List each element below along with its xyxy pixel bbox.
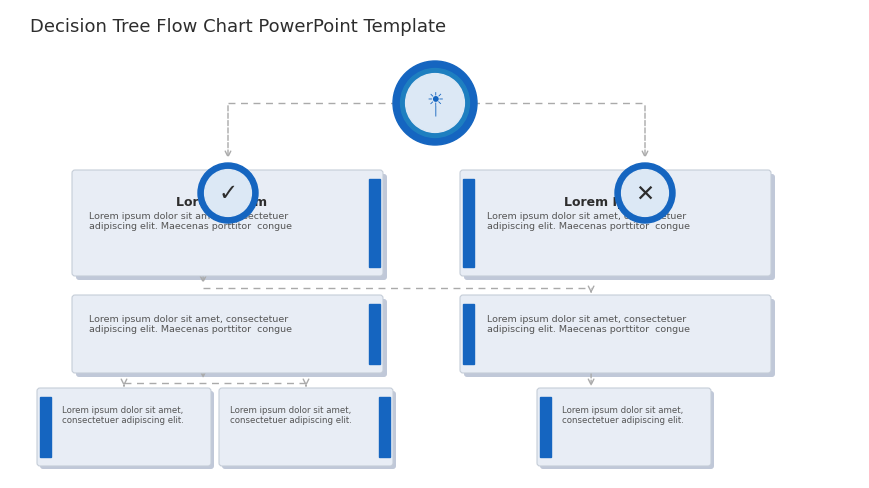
Text: Lorem Ipsum: Lorem Ipsum <box>176 196 267 208</box>
Text: Lorem ipsum dolor sit amet, consectetuer
adipiscing elit. Maecenas porttitor  co: Lorem ipsum dolor sit amet, consectetuer… <box>89 212 292 231</box>
Circle shape <box>198 163 258 224</box>
Bar <box>462 180 474 267</box>
Text: Decision Tree Flow Chart PowerPoint Template: Decision Tree Flow Chart PowerPoint Temp… <box>30 18 446 36</box>
FancyBboxPatch shape <box>40 391 214 469</box>
FancyBboxPatch shape <box>37 388 211 466</box>
Text: Lorem ipsum dolor sit amet,
consectetuer adipiscing elit.: Lorem ipsum dolor sit amet, consectetuer… <box>62 405 183 425</box>
FancyBboxPatch shape <box>536 388 710 466</box>
Text: ✓: ✓ <box>218 182 237 205</box>
Text: Lorem ipsum dolor sit amet, consectetuer
adipiscing elit. Maecenas porttitor  co: Lorem ipsum dolor sit amet, consectetuer… <box>89 314 292 334</box>
Circle shape <box>204 170 251 217</box>
Text: Lorem ipsum dolor sit amet,
consectetuer adipiscing elit.: Lorem ipsum dolor sit amet, consectetuer… <box>229 405 351 425</box>
FancyBboxPatch shape <box>460 295 770 373</box>
Text: |: | <box>433 105 436 115</box>
FancyBboxPatch shape <box>460 171 770 276</box>
FancyBboxPatch shape <box>219 388 393 466</box>
Bar <box>379 397 389 457</box>
Text: Lorem ipsum dolor sit amet, consectetuer
adipiscing elit. Maecenas porttitor  co: Lorem ipsum dolor sit amet, consectetuer… <box>487 314 689 334</box>
FancyBboxPatch shape <box>540 391 713 469</box>
Circle shape <box>400 69 469 138</box>
Text: ✕: ✕ <box>634 182 653 205</box>
Bar <box>40 397 51 457</box>
FancyBboxPatch shape <box>222 391 395 469</box>
Text: Lorem ipsum dolor sit amet, consectetuer
adipiscing elit. Maecenas porttitor  co: Lorem ipsum dolor sit amet, consectetuer… <box>487 212 689 231</box>
Text: ☀: ☀ <box>426 91 443 110</box>
FancyBboxPatch shape <box>463 299 774 377</box>
Bar <box>368 305 380 364</box>
Circle shape <box>614 163 674 224</box>
Text: Lorem Ipsum: Lorem Ipsum <box>563 196 654 208</box>
Text: Lorem ipsum dolor sit amet,
consectetuer adipiscing elit.: Lorem ipsum dolor sit amet, consectetuer… <box>561 405 683 425</box>
Bar <box>462 305 474 364</box>
FancyBboxPatch shape <box>463 175 774 281</box>
FancyBboxPatch shape <box>72 295 382 373</box>
Circle shape <box>405 75 464 133</box>
FancyBboxPatch shape <box>72 171 382 276</box>
Bar <box>368 180 380 267</box>
Circle shape <box>620 170 667 217</box>
FancyBboxPatch shape <box>76 175 387 281</box>
FancyBboxPatch shape <box>76 299 387 377</box>
Bar <box>540 397 550 457</box>
Circle shape <box>393 62 476 146</box>
